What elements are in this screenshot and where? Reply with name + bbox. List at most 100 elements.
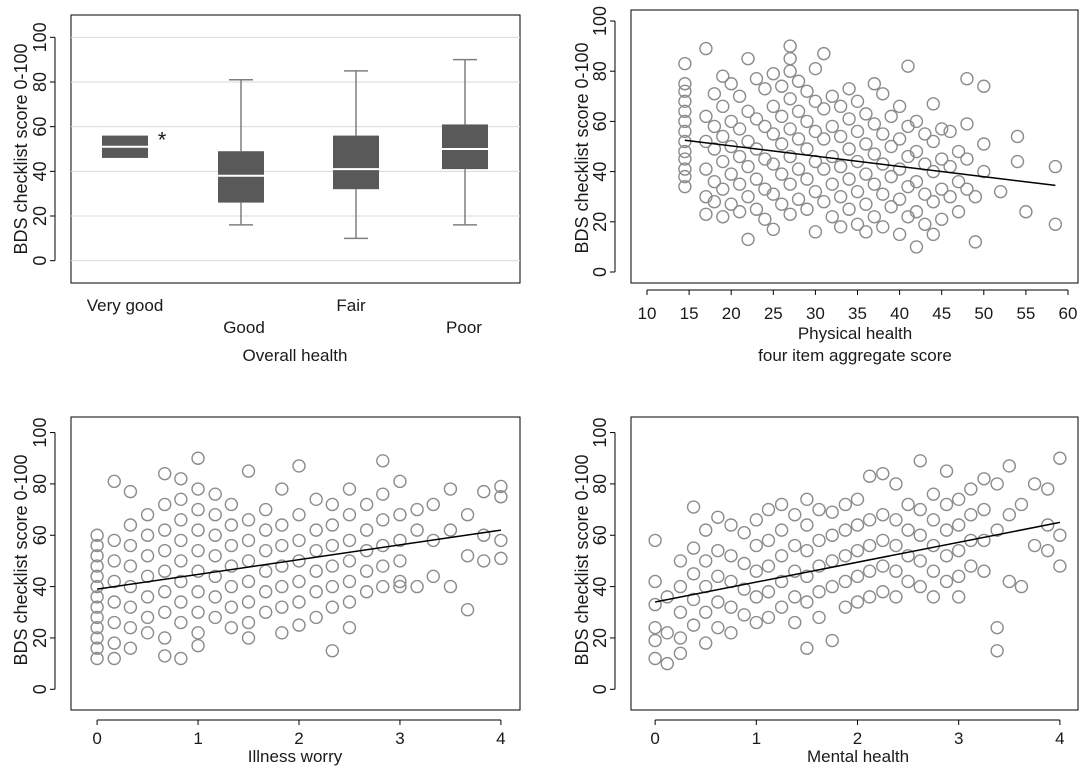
- axes: 0 20 40 60 80 100 0 1 2 3 4: [590, 418, 1065, 748]
- data-point: [174, 574, 188, 589]
- data-point: [191, 626, 205, 640]
- data-point: [783, 64, 797, 78]
- data-point: [867, 210, 882, 224]
- data-point: [775, 197, 789, 211]
- data-point: [1014, 579, 1029, 594]
- data-point: [191, 638, 205, 653]
- data-point: [960, 182, 974, 196]
- data-point: [850, 217, 865, 232]
- data-point: [964, 508, 978, 522]
- y-tick-label: 40: [590, 577, 610, 597]
- data-point: [913, 502, 927, 517]
- data-point: [191, 605, 205, 619]
- data-point: [711, 510, 725, 524]
- data-point: [862, 564, 877, 578]
- data-point: [292, 574, 306, 589]
- data-point: [224, 518, 239, 532]
- data-point: [960, 152, 974, 166]
- data-point: [707, 142, 722, 156]
- data-point: [889, 538, 903, 553]
- data-point: [707, 87, 722, 101]
- data-point: [775, 137, 789, 151]
- data-point: [258, 523, 273, 537]
- data-point: [1019, 205, 1033, 219]
- category-label: Fair: [336, 296, 366, 315]
- data-point: [699, 207, 713, 221]
- data-point: [678, 77, 692, 91]
- y-tick-label: 100: [30, 418, 50, 448]
- data-point: [292, 508, 306, 522]
- data-point: [833, 99, 848, 114]
- data-point: [791, 104, 806, 119]
- data-point: [648, 597, 662, 612]
- category-label: Good: [223, 318, 265, 337]
- data-point: [224, 559, 239, 573]
- data-point: [123, 559, 138, 573]
- x-tick-label: 1: [752, 729, 761, 748]
- y-tick-label: 100: [30, 22, 50, 52]
- data-point: [191, 564, 205, 578]
- axes: 0 20 40 60 80 100 0 1 2 3 4: [30, 418, 506, 748]
- data-point: [766, 222, 780, 237]
- data-point: [707, 119, 722, 134]
- data-point: [376, 538, 390, 553]
- x-tick-label: 4: [1055, 729, 1064, 748]
- data-point: [241, 595, 256, 609]
- data-point: [812, 533, 826, 548]
- data-point: [774, 549, 789, 563]
- data-point: [825, 89, 839, 104]
- data-point: [158, 466, 172, 481]
- box: [442, 124, 488, 170]
- data-point: [892, 132, 907, 146]
- x-tick-label: 20: [722, 304, 741, 323]
- data-point: [862, 513, 877, 527]
- data-point: [678, 144, 692, 159]
- axes: 0 20 40 60 80 100 10 15 20 25 30 35 40 45 50 55 60: [590, 6, 1077, 323]
- data-point: [964, 559, 978, 573]
- data-point: [867, 147, 882, 161]
- data-point: [732, 149, 747, 164]
- data-point: [275, 559, 289, 573]
- y-tick-label: 40: [30, 577, 50, 597]
- data-point: [123, 641, 138, 655]
- data-point: [732, 122, 747, 136]
- data-point: [678, 114, 692, 129]
- data-point: [678, 124, 692, 139]
- data-point: [892, 192, 907, 206]
- data-point: [775, 79, 789, 93]
- data-point: [800, 641, 814, 655]
- data-point: [309, 585, 323, 599]
- data-point: [724, 518, 738, 532]
- data-point: [741, 51, 755, 66]
- data-point: [393, 554, 407, 568]
- data-point: [325, 518, 340, 532]
- data-point: [460, 508, 475, 522]
- data-point: [825, 633, 839, 648]
- x-tick-label: 30: [806, 304, 825, 323]
- data-point: [812, 559, 826, 573]
- data-point: [241, 464, 256, 478]
- regression-line: [96, 529, 502, 590]
- data-point: [791, 192, 806, 206]
- data-point: [817, 102, 831, 116]
- data-point: [724, 626, 738, 640]
- y-tick-label: 80: [30, 474, 50, 494]
- data-point: [913, 528, 927, 542]
- panel-physical-health: 0 20 40 60 80 100 10 15 20 25 30 35 40 45 50 55 60 BDS c…: [572, 6, 1079, 365]
- data-point: [783, 122, 797, 136]
- y-tick-label: 0: [590, 684, 610, 694]
- data-point: [889, 513, 903, 527]
- x-tick-label: 0: [650, 729, 659, 748]
- data-point: [788, 564, 802, 578]
- data-point: [968, 189, 983, 204]
- data-point: [673, 579, 688, 594]
- data-point: [699, 636, 713, 650]
- data-point: [909, 240, 924, 254]
- data-point: [309, 523, 323, 537]
- y-axis-label: BDS checklist score 0-100: [572, 454, 592, 665]
- data-point: [749, 513, 764, 527]
- data-point: [494, 479, 508, 494]
- data-point: [275, 482, 289, 496]
- y-tick-label: 0: [30, 684, 50, 694]
- data-point: [951, 569, 966, 584]
